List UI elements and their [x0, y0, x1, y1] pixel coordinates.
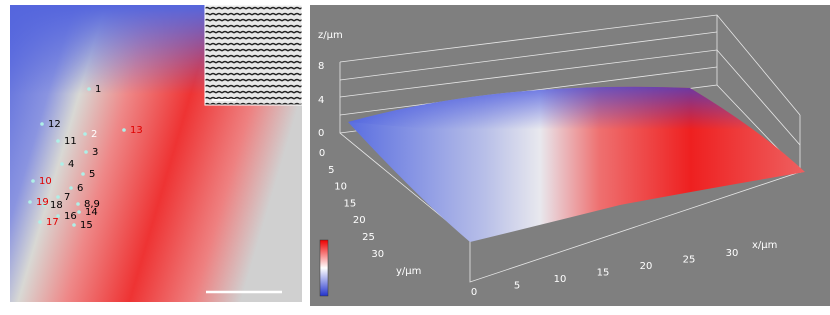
point-marker: [38, 220, 42, 224]
point-marker: [40, 122, 44, 126]
point-label: 2: [91, 129, 97, 140]
point-label: 10: [39, 176, 52, 187]
point-label: 7: [64, 192, 70, 203]
point-marker: [83, 132, 87, 136]
x-tick-label: 5: [514, 281, 520, 292]
point-marker: [84, 150, 88, 154]
point-label: 17: [46, 217, 59, 228]
x-label: x/μm: [752, 240, 777, 251]
point-label: 11: [64, 136, 77, 147]
point-marker: [31, 179, 35, 183]
point-label: 16: [64, 211, 77, 222]
surface-top: [348, 86, 805, 172]
point-marker: [77, 210, 81, 214]
point-marker: [56, 139, 60, 143]
x-tick-label: 30: [726, 248, 739, 259]
point-marker: [122, 128, 126, 132]
point-marker: [56, 214, 60, 218]
point-marker: [72, 223, 76, 227]
x-tick-label: 25: [683, 255, 696, 266]
x-tick-label: 0: [471, 287, 477, 298]
point-marker: [60, 162, 64, 166]
surface-plot: z/μm y/μm x/μm 0480510152025300510152025…: [310, 5, 830, 306]
point-label: 13: [130, 125, 143, 136]
point-marker: [69, 186, 73, 190]
z-label: z/μm: [318, 30, 343, 41]
y-label: y/μm: [396, 266, 421, 277]
y-tick-label: 25: [362, 232, 375, 243]
point-label: 12: [48, 119, 61, 130]
point-marker: [42, 203, 46, 207]
y-tick-label: 10: [334, 182, 347, 193]
y-tick-label: 5: [328, 165, 334, 176]
point-label: 6: [77, 183, 83, 194]
point-label: 5: [89, 169, 95, 180]
point-label: 4: [68, 159, 74, 170]
point-label: 14: [85, 207, 98, 218]
point-label: 3: [92, 147, 98, 158]
point-label: 18: [50, 200, 63, 211]
point-label: 1: [95, 84, 101, 95]
point-marker: [28, 200, 32, 204]
point-label: 19: [36, 197, 49, 208]
y-tick-label: 0: [319, 148, 325, 159]
z-tick-label: 8: [318, 61, 324, 72]
point-marker: [87, 87, 91, 91]
inset: [204, 4, 303, 106]
x-tick-label: 15: [597, 268, 610, 279]
x-tick-label: 10: [554, 274, 567, 285]
point-marker: [81, 172, 85, 176]
point-marker: [76, 202, 80, 206]
y-tick-label: 30: [371, 249, 384, 260]
axes: z/μm y/μm x/μm 0480510152025300510152025…: [318, 30, 777, 298]
z-tick-label: 4: [318, 95, 324, 106]
y-tick-label: 15: [344, 198, 357, 209]
x-tick-label: 20: [640, 261, 653, 272]
point-marker: [56, 195, 60, 199]
point-label: 15: [80, 220, 93, 231]
y-tick-label: 20: [353, 215, 366, 226]
colorbar: [319, 239, 329, 297]
z-tick-label: 0: [318, 128, 324, 139]
point-label: 8,9: [84, 199, 100, 210]
